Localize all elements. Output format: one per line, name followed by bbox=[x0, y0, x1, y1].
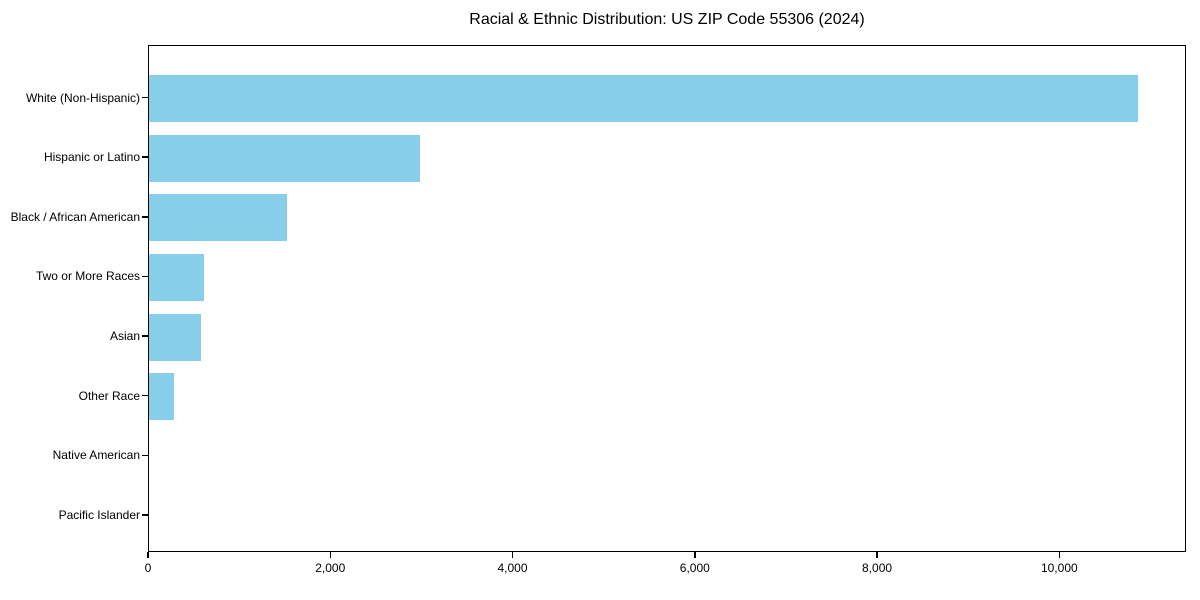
bar-other-race bbox=[149, 373, 174, 421]
bar-hispanic-or-latino bbox=[149, 134, 420, 182]
x-tick-label-6-000: 6,000 bbox=[679, 561, 710, 575]
x-tick-label-10-000: 10,000 bbox=[1040, 561, 1078, 575]
y-tick-mark bbox=[142, 275, 148, 278]
category-label-pacific-islander: Pacific Islander bbox=[58, 507, 140, 522]
x-tick-mark bbox=[147, 552, 149, 558]
chart-title: Racial & Ethnic Distribution: US ZIP Cod… bbox=[469, 11, 865, 28]
y-tick-mark bbox=[142, 514, 148, 516]
bar-asian bbox=[149, 313, 202, 361]
plot-area bbox=[148, 45, 1186, 552]
bar-white-non-hispanic bbox=[149, 75, 1138, 122]
x-tick-mark bbox=[876, 552, 878, 558]
x-tick-label-4-000: 4,000 bbox=[497, 561, 528, 575]
category-label-asian: Asian bbox=[109, 329, 140, 344]
category-label-hispanic-or-latino: Hispanic or Latino bbox=[43, 150, 140, 165]
category-label-white-non-hispanic: White (Non-Hispanic) bbox=[25, 90, 140, 105]
y-tick-mark bbox=[142, 156, 148, 158]
x-tick-mark bbox=[694, 552, 696, 558]
y-tick-mark bbox=[142, 454, 148, 457]
x-tick-label-0: 0 bbox=[144, 561, 152, 575]
category-label-other-race: Other Race bbox=[78, 388, 140, 403]
x-tick-label-2-000: 2,000 bbox=[315, 561, 346, 575]
y-tick-mark bbox=[142, 216, 148, 218]
x-tick-mark bbox=[1058, 552, 1061, 558]
y-tick-mark bbox=[142, 96, 148, 99]
y-tick-mark bbox=[142, 335, 148, 337]
bar-black-african-american bbox=[149, 194, 287, 242]
x-tick-label-8-000: 8,000 bbox=[862, 561, 893, 575]
bar-two-or-more-races bbox=[149, 253, 204, 301]
category-label-two-or-more-races: Two or More Races bbox=[35, 269, 140, 284]
category-label-native-american: Native American bbox=[52, 448, 140, 463]
x-tick-mark bbox=[511, 552, 514, 558]
y-tick-mark bbox=[142, 394, 148, 397]
category-label-black-african-american: Black / African American bbox=[10, 209, 140, 224]
x-tick-mark bbox=[329, 552, 331, 558]
